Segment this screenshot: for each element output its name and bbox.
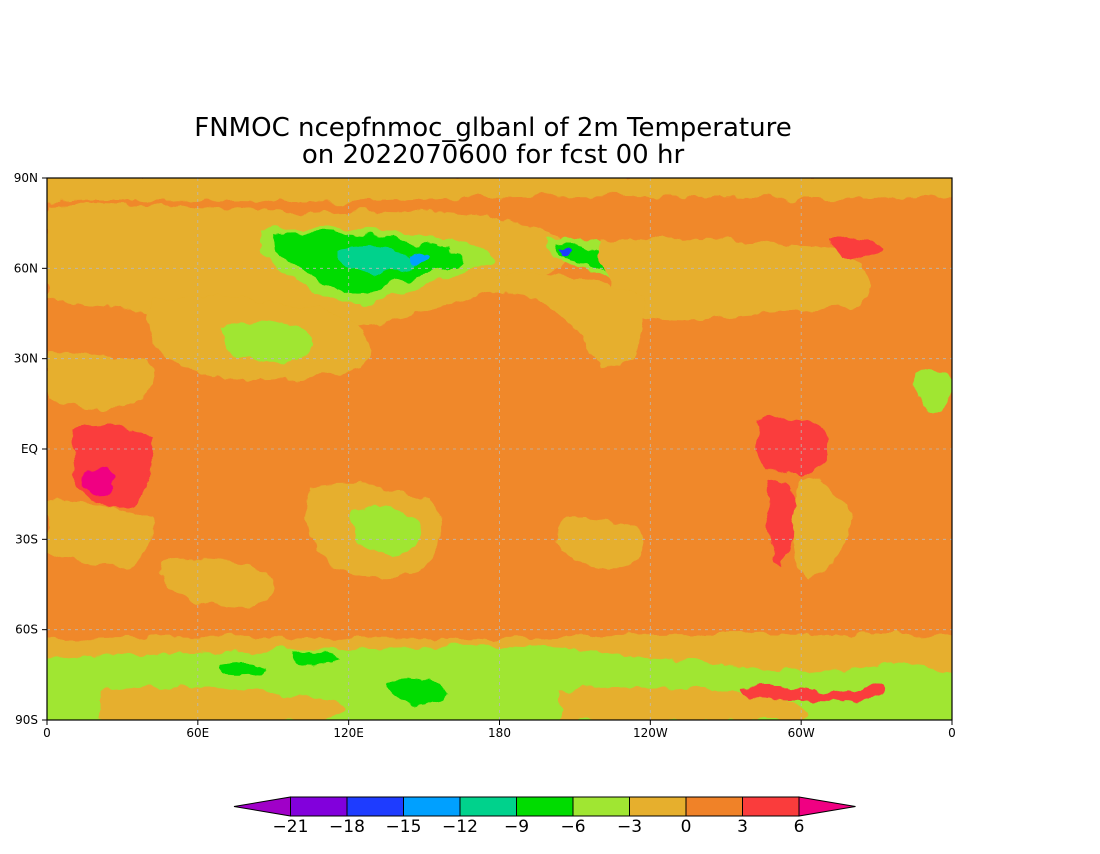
colorbar-segment [459, 796, 517, 817]
region-south-america-south [791, 478, 852, 580]
region-australia-cool [349, 507, 421, 556]
region-north-america [600, 238, 870, 320]
colorbar-label: 0 [681, 817, 692, 837]
region-south-ocean-2 [557, 518, 644, 569]
x-tick-label: 0 [43, 726, 51, 740]
colorbar-label: −18 [329, 817, 365, 837]
x-axis-ticks: 0 60E 120E 180 120W 60W 0 [43, 720, 956, 740]
region-south-ocean-1 [158, 558, 274, 609]
region-atlantic-cool [914, 369, 952, 412]
region-greenland-edge [830, 238, 880, 262]
title-line-1: FNMOC ncepfnmoc_glbanl of 2m Temperature [194, 113, 791, 143]
region-central-africa-hotter [84, 467, 116, 496]
y-tick-label: EQ [21, 442, 38, 456]
y-tick-label: 30S [15, 532, 38, 546]
colorbar-segment [403, 796, 461, 817]
map-plot-area [47, 178, 952, 720]
colorbar-upper-arrow [798, 796, 856, 817]
y-tick-label: 60N [14, 261, 38, 275]
colorbar-label: −9 [504, 817, 529, 837]
region-south-america-hot [766, 478, 798, 568]
x-tick-label: 120W [633, 726, 668, 740]
colorbar-lower-arrow [233, 796, 291, 817]
region-antarctica-east [100, 686, 345, 720]
region-antarctica-cold-3 [387, 677, 446, 704]
y-tick-label: 90N [14, 171, 38, 185]
colorbar-segment [685, 796, 743, 817]
colorbar-segment [629, 796, 687, 817]
colorbar-segment [742, 796, 800, 817]
y-tick-label: 90S [15, 713, 38, 727]
x-tick-label: 120E [333, 726, 364, 740]
region-africa-west [47, 352, 154, 407]
colorbar-segment [572, 796, 630, 817]
region-antarctica-cold-2 [292, 651, 338, 666]
colorbar-segment [290, 796, 348, 817]
colorbar-segment [346, 796, 404, 817]
region-antarctica-coastal [560, 687, 808, 720]
colorbar-label: −3 [617, 817, 642, 837]
colorbar-label: 3 [737, 817, 748, 837]
x-tick-label: 60W [788, 726, 815, 740]
region-arctic-band [47, 178, 952, 202]
x-tick-label: 0 [948, 726, 956, 740]
x-tick-label: 60E [186, 726, 209, 740]
y-tick-label: 30N [14, 352, 38, 366]
colorbar-label: −6 [560, 817, 585, 837]
colorbar-segment [516, 796, 574, 817]
y-axis-ticks: 90N 60N 30N EQ 30S 60S 90S [14, 171, 47, 727]
region-north-pacific-cool [500, 271, 644, 369]
region-siberia-core [408, 250, 430, 263]
x-tick-label: 180 [488, 726, 511, 740]
region-siberia-coldest [340, 247, 414, 273]
region-antarctica-warm [740, 684, 884, 701]
title-line-2: on 2022070600 for fcst 00 hr [302, 140, 685, 170]
y-tick-label: 60S [15, 623, 38, 637]
region-antarctica-cold-1 [219, 662, 268, 677]
colorbar: −21 −18 −15 −12 −9 −6 −3 0 3 6 [233, 796, 856, 837]
region-highland-asia [222, 322, 315, 363]
colorbar-label: 6 [794, 817, 805, 837]
colorbar-label: −21 [273, 817, 309, 837]
colorbar-label: −15 [386, 817, 422, 837]
region-africa-south [47, 500, 154, 567]
region-amazon-hot [755, 417, 829, 476]
region-alaska-core [560, 247, 574, 257]
colorbar-label: −12 [442, 817, 478, 837]
